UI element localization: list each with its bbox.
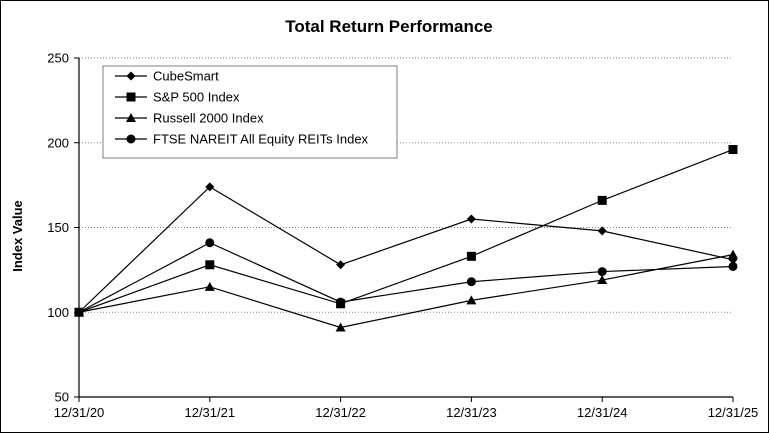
x-tick-label: 12/31/22 (315, 405, 366, 420)
data-point-diamond (728, 255, 738, 265)
legend: CubeSmart S&P 500 Index Russell 2000 Index… (102, 65, 398, 159)
data-point-circle (597, 267, 607, 277)
data-point-triangle (204, 281, 215, 291)
series-line (78, 148, 734, 313)
legend-marker-circle (126, 134, 136, 144)
y-tick-label: 250 (47, 51, 69, 66)
data-point-diamond (597, 226, 607, 236)
legend-entry: CubeSmart (115, 69, 219, 84)
data-point-diamond (205, 182, 215, 192)
legend-label: S&P 500 Index (153, 90, 240, 105)
data-point-circle (728, 261, 738, 271)
legend-entry: Russell 2000 Index (115, 111, 264, 126)
chart-title: Total Return Performance (285, 17, 493, 36)
series-line (78, 254, 734, 329)
series-line (78, 242, 734, 313)
x-tick-label: 12/31/24 (577, 405, 628, 420)
data-point-circle (74, 307, 84, 317)
data-point-triangle (466, 295, 477, 305)
legend-entry: FTSE NAREIT All Equity REITs Index (115, 132, 369, 147)
y-tick-label: 50 (55, 390, 69, 405)
x-tick-label: 12/31/23 (446, 405, 497, 420)
data-point-diamond (466, 214, 476, 224)
legend-box (102, 65, 398, 159)
legend-marker-triangle (126, 113, 136, 122)
x-tick-label: 12/31/25 (708, 405, 759, 420)
data-point-square (205, 260, 215, 270)
data-point-triangle (728, 249, 738, 259)
x-tick-label: 12/31/20 (54, 405, 105, 420)
y-axis-label: Index Value (10, 200, 25, 272)
data-point-circle (336, 297, 346, 307)
axes (74, 57, 734, 402)
data-point-triangle (597, 275, 608, 285)
y-tick-label: 150 (47, 220, 69, 235)
data-point-diamond (336, 260, 346, 270)
legend-label: FTSE NAREIT All Equity REITs Index (153, 132, 369, 147)
data-point-square (728, 145, 738, 155)
data-point-triangle (335, 322, 346, 332)
tick-labels: 50 100 150 200 250 12/31/20 12/31/21 12/31/22 12… (47, 51, 758, 421)
series-lines (74, 145, 738, 332)
legend-label: Russell 2000 Index (153, 111, 264, 126)
data-point-square (597, 195, 607, 205)
data-point-circle (466, 277, 476, 287)
y-tick-label: 100 (47, 305, 69, 320)
y-tick-label: 200 (47, 135, 69, 150)
series-square (74, 145, 738, 317)
series-line (78, 186, 734, 313)
series-diamond (74, 182, 738, 317)
legend-marker-diamond (126, 71, 136, 81)
series-circle (74, 238, 738, 317)
data-point-circle (205, 238, 215, 248)
data-point-square (466, 251, 476, 261)
legend-marker-square (126, 92, 136, 102)
legend-label: CubeSmart (153, 69, 219, 84)
legend-entry: S&P 500 Index (115, 90, 240, 105)
x-tick-label: 12/31/21 (184, 405, 235, 420)
